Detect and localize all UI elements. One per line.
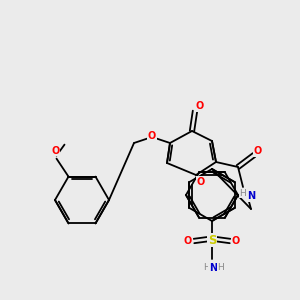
Text: O: O [232,236,240,246]
Text: O: O [197,177,205,187]
Text: O: O [254,146,262,156]
Text: H: H [218,262,224,272]
Text: O: O [184,236,192,246]
Text: O: O [148,131,156,141]
Text: O: O [196,101,204,111]
Text: H: H [240,188,246,197]
Text: N: N [209,263,217,273]
Text: H: H [202,262,209,272]
Text: O: O [51,146,60,156]
Text: S: S [208,233,216,247]
Text: N: N [247,191,255,201]
